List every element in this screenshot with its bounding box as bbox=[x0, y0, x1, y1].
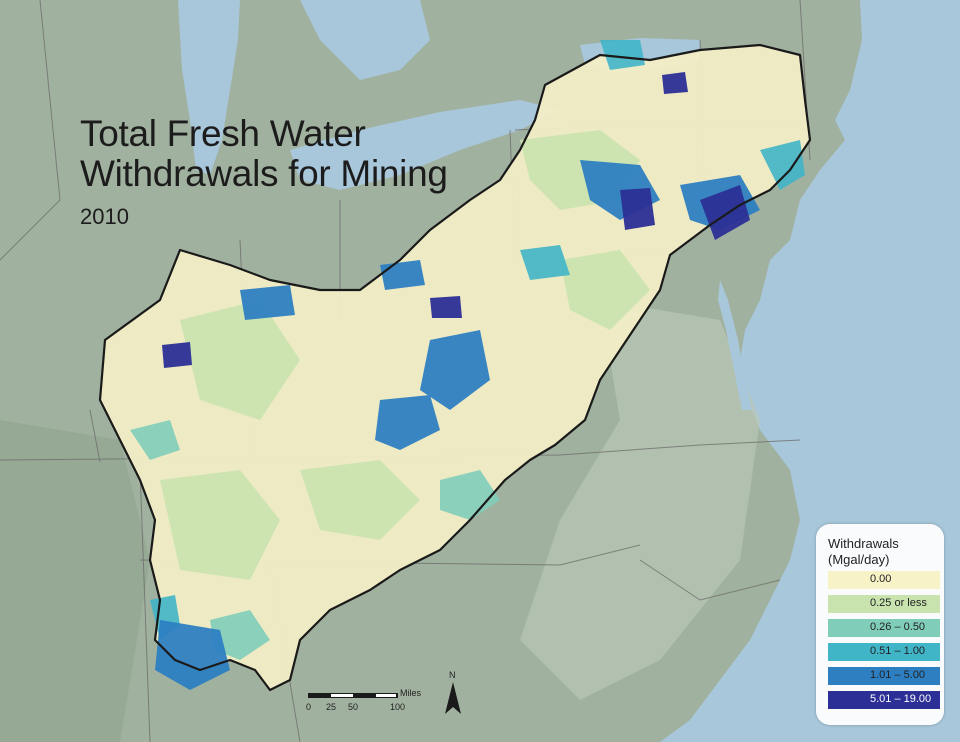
scale-bar: Miles 0 25 50 100 bbox=[306, 688, 446, 718]
legend-swatch bbox=[828, 691, 940, 709]
legend-swatch bbox=[828, 619, 940, 637]
map-title-block: Total Fresh Water Withdrawals for Mining… bbox=[80, 114, 448, 230]
legend-swatch bbox=[828, 595, 940, 613]
legend-item: 0.00 bbox=[828, 571, 940, 589]
legend-swatch bbox=[828, 571, 940, 589]
study-region-boundary bbox=[98, 43, 812, 692]
legend-item: 1.01 – 5.00 bbox=[828, 667, 940, 685]
legend-label: 1.01 – 5.00 bbox=[870, 669, 926, 681]
scale-bar-graphic bbox=[308, 693, 398, 698]
legend-title-line-2: (Mgal/day) bbox=[828, 552, 890, 567]
map-title-line-2: Withdrawals for Mining bbox=[80, 153, 448, 194]
delaware-bay bbox=[780, 250, 800, 305]
legend-label: 0.25 or less bbox=[870, 597, 927, 609]
legend-label: 0.26 – 0.50 bbox=[870, 621, 926, 633]
scale-tick-label: 0 bbox=[306, 702, 312, 712]
lake-michigan bbox=[178, 0, 240, 175]
scale-tick-label: 100 bbox=[390, 702, 406, 712]
lake-huron bbox=[300, 0, 430, 80]
legend-label: 0.00 bbox=[870, 573, 892, 585]
legend-label: 0.51 – 1.00 bbox=[870, 645, 926, 657]
chesapeake-bay bbox=[718, 280, 752, 410]
north-label: N bbox=[449, 670, 456, 680]
legend-label: 5.01 – 19.00 bbox=[870, 693, 932, 705]
scale-unit: Miles bbox=[400, 688, 422, 698]
map-year: 2010 bbox=[80, 204, 129, 229]
legend-title-line-1: Withdrawals bbox=[828, 536, 899, 551]
legend-item: 5.01 – 19.00 bbox=[828, 691, 940, 709]
legend-item: 0.51 – 1.00 bbox=[828, 643, 940, 661]
county-choropleth bbox=[130, 40, 805, 690]
land-texture-west bbox=[0, 420, 150, 742]
legend-item: 0.25 or less bbox=[828, 595, 940, 613]
map-title-line-1: Total Fresh Water bbox=[80, 113, 366, 154]
legend-item: 0.26 – 0.50 bbox=[828, 619, 940, 637]
legend-swatch bbox=[828, 667, 940, 685]
scale-tick-label: 25 bbox=[326, 702, 337, 712]
legend-swatch bbox=[828, 643, 940, 661]
legend: Withdrawals (Mgal/day) 0.00 0.25 or less… bbox=[816, 524, 944, 725]
north-arrow-icon bbox=[445, 682, 461, 714]
legend-title: Withdrawals (Mgal/day) bbox=[828, 536, 899, 568]
scale-tick-label: 50 bbox=[348, 702, 359, 712]
north-arrow: N bbox=[443, 670, 463, 716]
lake-erie bbox=[290, 100, 560, 190]
